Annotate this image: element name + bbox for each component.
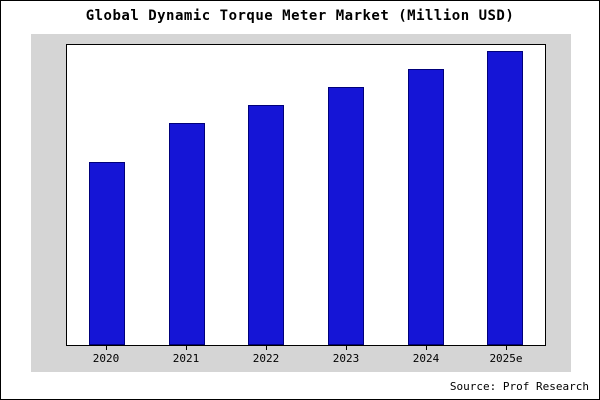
tick-mark: [105, 346, 107, 350]
x-tick-label-2025e: 2025e: [466, 346, 546, 368]
x-tick-label-2022: 2022: [226, 346, 306, 368]
x-tick-label-2020: 2020: [66, 346, 146, 368]
bar-slot-2020: [67, 45, 147, 345]
bar-slot-2022: [226, 45, 306, 345]
tick-mark: [265, 346, 267, 350]
chart-area: 2020 2021 2022 2023 2024 2025e: [31, 34, 571, 372]
tick-mark: [185, 346, 187, 350]
x-tick-text: 2022: [252, 352, 280, 365]
bar-2022: [248, 105, 285, 345]
x-tick-text: 2024: [412, 352, 440, 365]
bar-slot-2024: [386, 45, 466, 345]
tick-mark: [345, 346, 347, 350]
bar-2025e: [487, 51, 524, 345]
bar-2023: [327, 87, 364, 345]
x-tick-label-2021: 2021: [146, 346, 226, 368]
x-tick-label-2023: 2023: [306, 346, 386, 368]
x-axis-labels: 2020 2021 2022 2023 2024 2025e: [66, 346, 546, 368]
bar-slot-2021: [147, 45, 227, 345]
tick-mark: [425, 346, 427, 350]
bar-slot-2025e: [465, 45, 545, 345]
tick-mark: [505, 346, 507, 350]
x-tick-text: 2023: [332, 352, 360, 365]
bar-2024: [407, 69, 444, 345]
bar-slot-2023: [306, 45, 386, 345]
chart-title: Global Dynamic Torque Meter Market (Mill…: [85, 8, 515, 24]
x-tick-label-2024: 2024: [386, 346, 466, 368]
plot-area: [66, 44, 546, 346]
bar-2021: [168, 123, 205, 345]
source-credit: Source: Prof Research: [449, 380, 589, 393]
x-tick-text: 2020: [92, 352, 120, 365]
x-tick-text: 2025e: [489, 352, 523, 365]
x-tick-text: 2021: [172, 352, 200, 365]
bar-2020: [88, 162, 125, 345]
